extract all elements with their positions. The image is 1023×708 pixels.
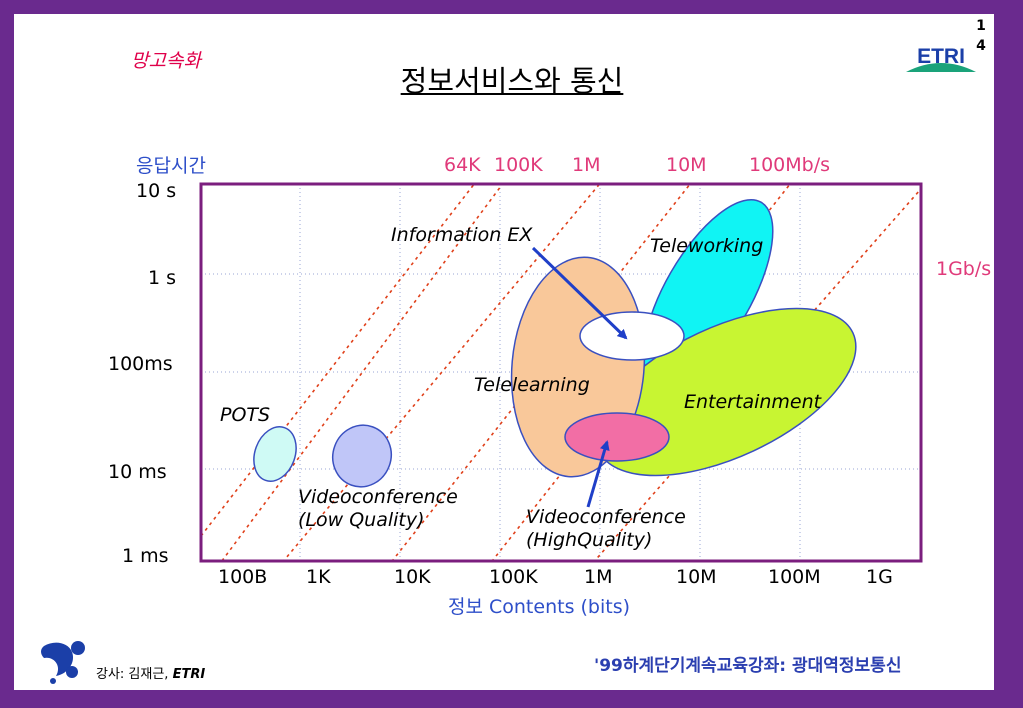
slide-title: 정보서비스와 통신 [400, 64, 624, 98]
x-tick-10m: 10M [676, 566, 717, 588]
x-tick-100k: 100K [489, 566, 538, 588]
guide-1g [593, 187, 921, 561]
region-video-low [332, 424, 392, 488]
throughput-guides [201, 184, 921, 561]
x-tick-100m: 100M [768, 566, 821, 588]
y-tick-1s: 1 s [148, 267, 177, 289]
arrow-information-ex [531, 246, 628, 340]
lecturer-logo-icon [41, 641, 85, 684]
arrow-video-high [586, 440, 610, 508]
y-tick-100ms: 100ms [108, 353, 173, 375]
y-tick-10ms: 10 ms [108, 461, 167, 483]
x-tick-100b: 100B [218, 566, 268, 588]
x-tick-1g: 1G [866, 566, 893, 588]
y-tick-1ms: 1 ms [122, 545, 169, 567]
guide-100k [220, 184, 504, 561]
throughput-label-100k: 100K [494, 154, 543, 176]
page-number: 1 4 [976, 18, 986, 54]
etri-logo: ETRI [906, 45, 976, 72]
diagram-canvas [199, 182, 923, 563]
throughput-label-1m: 1M [572, 154, 601, 176]
region-pots [253, 426, 297, 482]
label-video-low-2: (Low Quality) [298, 509, 425, 531]
region-information-ex [579, 311, 685, 361]
y-tick-10s: 10 s [136, 180, 177, 202]
footer-lecturer-name: 강사: 김재근, [96, 667, 173, 682]
y-axis-label: 응답시간 [136, 155, 206, 177]
label-video-low-1: Videoconference [298, 486, 458, 508]
throughput-label-100mbs: 100Mb/s [749, 154, 831, 176]
throughput-label-64k: 64K [444, 154, 481, 176]
x-axis-label: 정보 Contents (bits) [448, 596, 631, 618]
x-tick-10k: 10K [394, 566, 431, 588]
region-video-high [564, 412, 670, 462]
label-teleworking: Teleworking [650, 235, 764, 257]
label-pots: POTS [220, 404, 271, 426]
label-video-high-1: Videoconference [526, 506, 686, 528]
label-telelearning: Telelearning [474, 374, 590, 396]
x-tick-1m: 1M [584, 566, 613, 588]
label-video-high-2: (HighQuality) [526, 529, 653, 551]
x-tick-1k: 1K [306, 566, 331, 588]
label-information-ex: Information EX [391, 224, 533, 246]
footer-lecturer-org: ETRI [172, 667, 206, 682]
footer-course-title: '99하계단기계속교육강좌: 광대역정보통신 [594, 656, 902, 676]
label-entertainment: Entertainment [684, 391, 822, 413]
logo-text: ETRI [917, 45, 965, 68]
throughput-label-10m: 10M [666, 154, 707, 176]
footer-lecturer: 강사: 김재근, ETRI [96, 663, 205, 682]
slide-tag: 망고속화 [131, 50, 201, 72]
throughput-label-1gbs: 1Gb/s [936, 258, 992, 280]
slide: 망고속화 정보서비스와 통신 1 4 ETRI 응답시간 10 s 1 s 10… [14, 14, 994, 690]
plot-frame [199, 182, 923, 563]
